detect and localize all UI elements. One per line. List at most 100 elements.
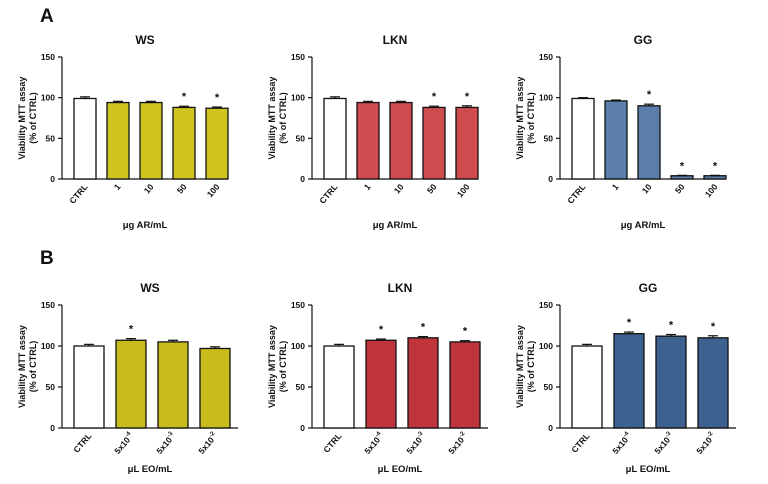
y-tick-label: 0	[300, 174, 305, 184]
y-tick-label: 50	[296, 382, 306, 392]
x-axis-label: μg AR/mL	[621, 220, 666, 231]
bar	[697, 337, 729, 429]
bar	[655, 335, 687, 429]
y-tick-label: 100	[539, 93, 553, 103]
x-axis-label: μg AR/mL	[373, 220, 418, 231]
x-tick-label: 100	[455, 182, 472, 200]
y-axis-label-unit: (% of CTRL)	[28, 341, 38, 393]
significance-star: *	[713, 160, 718, 172]
x-tick-label: 100	[703, 182, 720, 200]
bar	[73, 97, 97, 180]
y-tick-label: 50	[296, 133, 306, 143]
significance-star: *	[465, 91, 470, 103]
x-tick-label: 5x10-2	[694, 430, 718, 456]
y-axis-label-unit: (% of CTRL)	[28, 92, 38, 144]
x-tick-label: CTRL	[67, 182, 89, 206]
y-tick-label: 0	[548, 423, 553, 433]
significance-star: *	[182, 91, 187, 103]
y-tick-label: 50	[46, 382, 56, 392]
chart-title: GG	[639, 281, 658, 295]
x-tick-label: 50	[425, 182, 439, 196]
y-tick-label: 50	[46, 133, 56, 143]
bar	[571, 97, 595, 180]
bar	[455, 106, 479, 180]
y-axis-label: Viability MTT assay	[267, 325, 277, 408]
x-tick-label: 1	[610, 182, 621, 192]
x-tick-label: CTRL	[565, 182, 587, 206]
bar	[637, 105, 661, 180]
y-axis-label-unit: (% of CTRL)	[278, 92, 288, 144]
x-tick-label: 5x10-4	[362, 430, 386, 456]
chart-title: LKN	[388, 281, 413, 295]
significance-star: *	[379, 324, 384, 336]
y-tick-label: 0	[50, 174, 55, 184]
chart-b-ws: WS 0 50 100 150 Viability MTT assay (% of CTRL…	[17, 281, 238, 475]
tick-exponent: -3	[416, 430, 424, 438]
x-tick-label: CTRL	[71, 431, 93, 455]
chart-title: GG	[634, 33, 653, 47]
y-axis-label-unit: (% of CTRL)	[278, 341, 288, 393]
x-tick-label: 5x10-3	[404, 430, 428, 456]
bar	[115, 339, 147, 429]
significance-star: *	[669, 320, 674, 332]
x-tick-label: 5x10-2	[446, 430, 470, 456]
tick-exponent: -4	[374, 430, 382, 438]
significance-star: *	[129, 324, 134, 336]
chart-title: WS	[135, 33, 154, 47]
bar	[365, 339, 397, 429]
tick-exponent: -2	[208, 430, 216, 438]
x-tick-label: 5x10-3	[154, 430, 178, 456]
y-tick-label: 0	[50, 423, 55, 433]
x-tick-label: 5x10-3	[652, 430, 676, 456]
bar	[157, 341, 189, 429]
bar	[356, 101, 380, 180]
x-axis-label: μL EO/mL	[378, 464, 423, 475]
significance-star: *	[627, 317, 632, 329]
y-tick-label: 50	[544, 133, 554, 143]
x-tick-label: 5x10-4	[112, 430, 136, 456]
x-tick-label: 50	[673, 182, 687, 196]
x-tick-label: 50	[175, 182, 189, 196]
significance-star: *	[215, 92, 220, 104]
x-tick-label: CTRL	[317, 182, 339, 206]
bar	[703, 175, 727, 180]
bar	[604, 100, 628, 180]
panel-label-a: A	[40, 6, 54, 27]
significance-star: *	[680, 160, 685, 172]
bar	[323, 345, 355, 429]
chart-b-gg: GG 0 50 100 150 Viability MTT assay (% of CTRL…	[515, 281, 736, 475]
y-tick-label: 150	[539, 52, 553, 62]
x-tick-label: CTRL	[569, 431, 591, 455]
x-axis-label: μg AR/mL	[123, 220, 168, 231]
y-axis-label: Viability MTT assay	[17, 77, 27, 160]
tick-exponent: -2	[458, 430, 466, 438]
y-axis-label: Viability MTT assay	[515, 325, 525, 408]
x-tick-label: 5x10-4	[610, 430, 634, 456]
y-tick-label: 150	[291, 300, 305, 310]
x-tick-label: 1	[362, 182, 373, 192]
bar	[139, 101, 163, 180]
y-tick-label: 100	[291, 93, 305, 103]
y-axis-label-unit: (% of CTRL)	[526, 341, 536, 393]
bar	[323, 97, 347, 180]
tick-exponent: -3	[166, 430, 174, 438]
y-tick-label: 150	[41, 300, 55, 310]
x-tick-label: CTRL	[321, 431, 343, 455]
y-tick-label: 100	[41, 93, 55, 103]
bar	[613, 333, 645, 429]
x-tick-label: 5x10-2	[196, 430, 220, 456]
y-tick-label: 150	[291, 52, 305, 62]
bar	[205, 107, 229, 180]
x-axis-label: μL EO/mL	[626, 464, 671, 475]
bar	[199, 347, 231, 429]
y-axis-label-unit: (% of CTRL)	[526, 92, 536, 144]
bar	[422, 106, 446, 180]
chart-title: LKN	[383, 33, 408, 47]
significance-star: *	[647, 89, 652, 101]
significance-star: *	[463, 326, 468, 338]
tick-exponent: -3	[664, 430, 672, 438]
